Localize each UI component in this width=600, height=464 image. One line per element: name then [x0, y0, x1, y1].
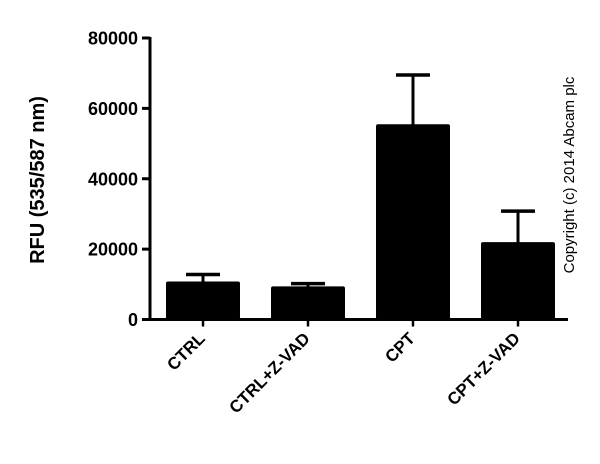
y-axis-label: RFU (535/587 nm) — [27, 96, 49, 264]
x-tick-label: CPT — [381, 328, 419, 366]
bar-ctrl — [166, 281, 240, 320]
bar-ctrl-z-vad — [271, 286, 345, 320]
y-tick-label: 60000 — [88, 99, 138, 119]
x-tick-label: CPT+Z-VAD — [443, 329, 523, 409]
y-tick-label: 20000 — [88, 240, 138, 260]
y-axis: 0 20000 40000 60000 80000 — [88, 29, 152, 330]
copyright-annotation: Copyright (c) 2014 Abcam plc — [561, 76, 578, 273]
x-tick-label: CTRL — [163, 329, 208, 374]
bars — [166, 73, 555, 320]
y-tick-label: 40000 — [88, 169, 138, 189]
x-axis: CTRL CTRL+Z-VAD CPT CPT+Z-VAD — [148, 318, 568, 417]
bar-cpt-z-vad — [481, 242, 555, 320]
y-tick-label: 80000 — [88, 29, 138, 49]
x-tick-label: CTRL+Z-VAD — [225, 329, 313, 417]
y-tick-label: 0 — [128, 310, 138, 330]
bar-cpt — [376, 124, 450, 320]
